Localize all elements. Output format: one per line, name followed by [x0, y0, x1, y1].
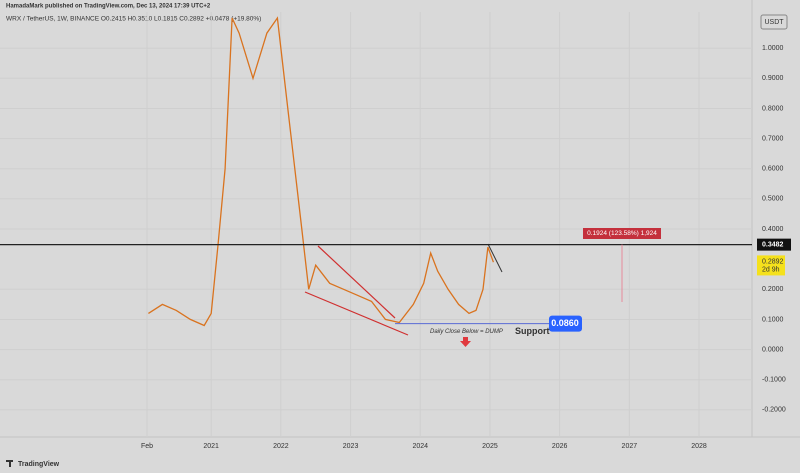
symbol-info: WRX / TetherUS, 1W, BINANCE O0.2415 H0.3… — [6, 16, 261, 23]
x-tick-label: 2024 — [412, 443, 428, 450]
x-tick-label: 2026 — [552, 443, 568, 450]
x-tick-label: Feb — [141, 443, 153, 450]
y-tick-label: -0.1000 — [762, 377, 786, 384]
x-tick-label: 2025 — [482, 443, 498, 450]
price-line — [148, 16, 495, 327]
y-tick-label: 0.0000 — [762, 346, 784, 353]
projection — [487, 243, 503, 273]
plot — [0, 12, 752, 437]
wedge-line — [304, 291, 409, 336]
y-tick-label: 0.2000 — [762, 286, 784, 293]
currency-box — [760, 14, 788, 30]
last-price-tag — [757, 255, 785, 276]
y-tick-label: -0.2000 — [762, 407, 786, 414]
annotation: Daily Close Below = DUMP — [430, 329, 503, 335]
y-tick-label: 0.9000 — [762, 75, 784, 82]
y-tick-label: 0.8000 — [762, 105, 784, 112]
y-tick-label: 1.0000 — [762, 45, 784, 52]
x-tick-label: 2022 — [273, 443, 289, 450]
measure-tag — [583, 228, 661, 239]
currency: USDT — [764, 19, 784, 26]
x-tick-label: 2028 — [691, 443, 707, 450]
y-tick-label: 0.1000 — [762, 316, 784, 323]
measure-label: 0.1924 (123.58%) 1,924 — [587, 230, 657, 237]
x-tick-label: 2027 — [622, 443, 638, 450]
down-arrow — [460, 337, 471, 347]
resistance-tag — [757, 238, 791, 251]
brand-logo — [6, 460, 13, 467]
y-tick-label: 0.5000 — [762, 196, 784, 203]
header: HamadaMark published on TradingView.com,… — [6, 4, 211, 10]
brand: TradingView — [18, 461, 60, 468]
wedge-line — [317, 245, 396, 319]
y-tick-label: 0.7000 — [762, 135, 784, 142]
resistance-value: 0.3482 — [762, 241, 784, 248]
y-tick-label: 0.4000 — [762, 226, 784, 233]
x-tick-label: 2021 — [203, 443, 219, 450]
y-tick-label: 0.6000 — [762, 166, 784, 173]
support-value: 0.0860 — [551, 318, 579, 328]
support-tag — [549, 315, 582, 332]
x-tick-label: 2023 — [343, 443, 359, 450]
last-price-value: 0.2892 — [762, 258, 784, 265]
countdown: 2d 9h — [762, 266, 780, 273]
support-text: Support — [515, 326, 550, 336]
